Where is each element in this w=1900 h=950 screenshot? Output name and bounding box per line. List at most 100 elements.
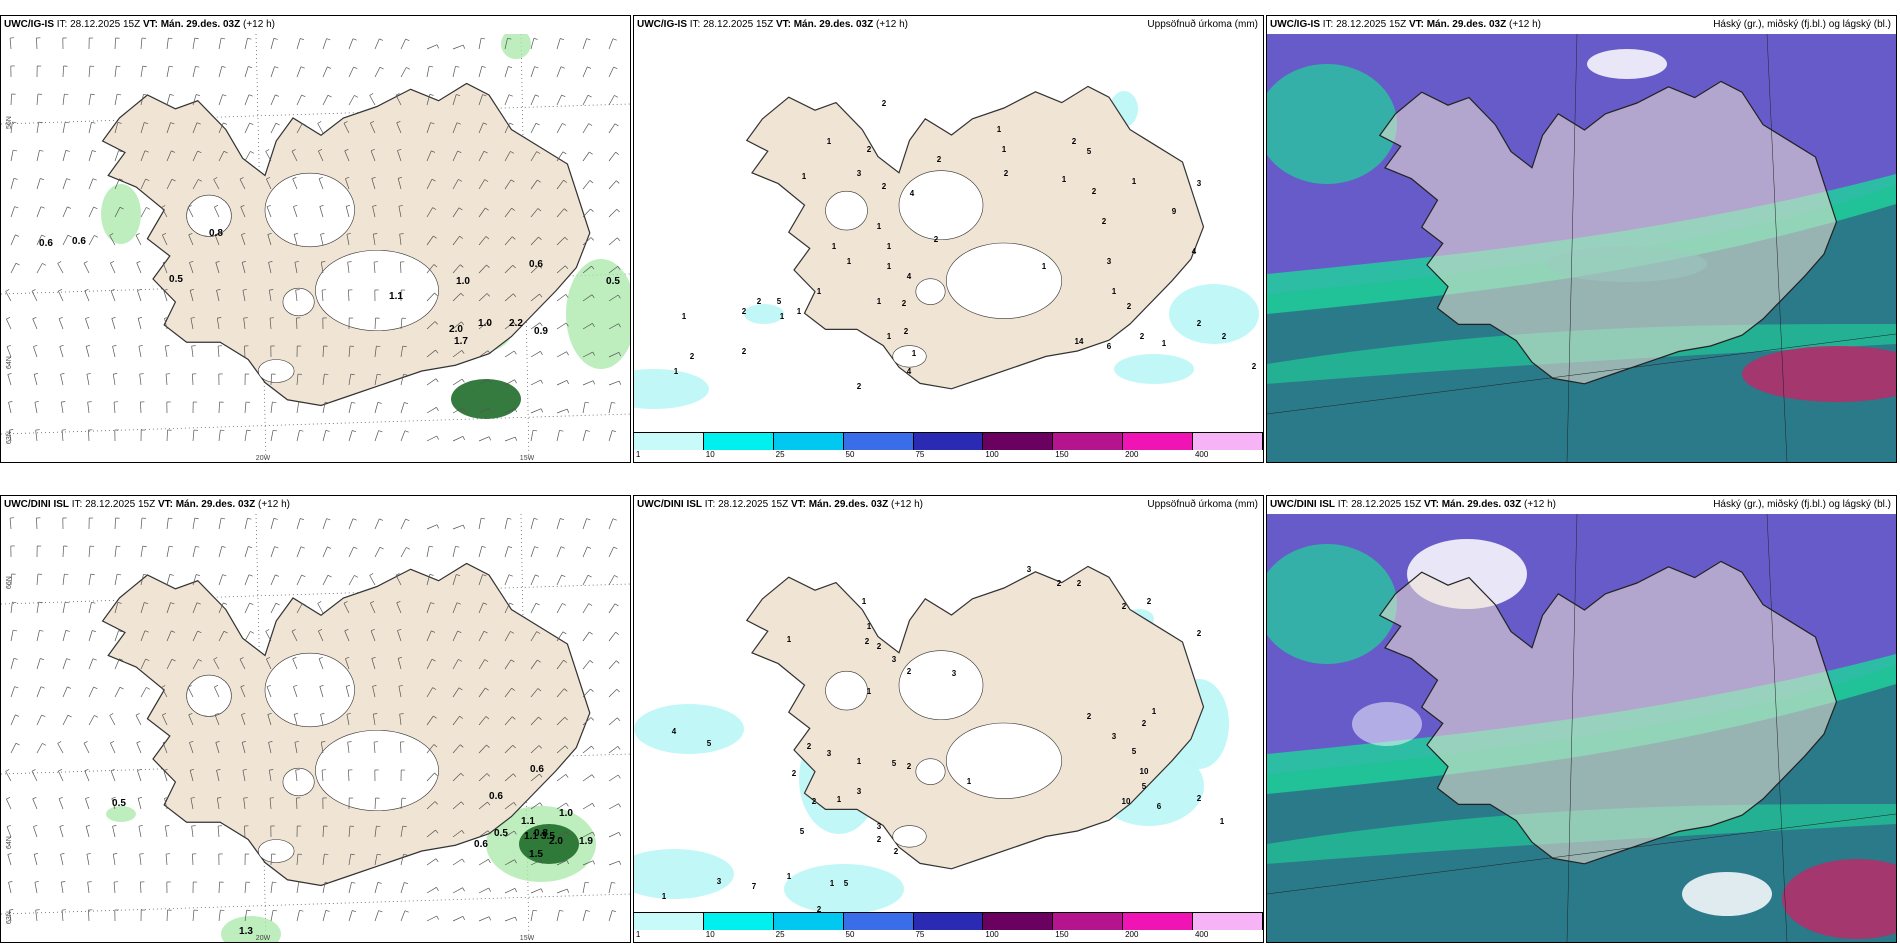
wind-barb [296, 854, 299, 866]
latitude-label: 63N [6, 911, 13, 924]
legend-label: 200 [1125, 930, 1139, 939]
wind-barb [31, 771, 38, 782]
precip-value-label: 4 [910, 189, 915, 198]
wind-barb [608, 294, 619, 302]
wind-barb [530, 123, 537, 134]
wind-barb-flag [351, 401, 356, 404]
cloud-map [1267, 34, 1896, 462]
wind-barb-flag [397, 628, 402, 631]
cloud-layers-title: Háský (gr.), miðský (fj.bl.) og lágský (… [1713, 499, 1891, 510]
wind-barb-flag [109, 233, 114, 236]
wind-barb [295, 770, 298, 782]
wind-barb-flag [94, 235, 99, 238]
wind-barb [530, 688, 539, 698]
wind-barb-flag [300, 546, 305, 549]
wind-barb-flag [461, 830, 465, 834]
wind-barb [530, 546, 535, 558]
wind-barb [84, 290, 90, 302]
precip-value-label: 1.1 [389, 291, 403, 302]
wind-barb [556, 631, 564, 642]
precip-value-label: 1 [877, 222, 882, 231]
wind-barb [374, 402, 379, 414]
wind-barb-flag [346, 713, 351, 715]
wind-barb-flag [534, 546, 539, 549]
wind-barb [426, 179, 433, 190]
wind-barb [530, 631, 537, 642]
wind-barb-flag [404, 910, 409, 913]
wind-barb-flag [352, 910, 357, 912]
precip-value-label: 1 [912, 349, 917, 358]
wind-barb-flag [617, 266, 621, 270]
wind-barb-flag [481, 546, 486, 548]
wind-barb [164, 346, 168, 358]
wind-barb [344, 630, 350, 642]
wind-barb [84, 770, 90, 782]
wind-barb [31, 291, 38, 302]
wind-barb-flag [7, 372, 12, 375]
wind-barb [556, 94, 562, 106]
legend-label: 400 [1194, 930, 1209, 939]
wind-barb [582, 294, 593, 302]
wind-barb-flag [273, 518, 278, 520]
glacier [264, 652, 355, 728]
wind-barb-flag [429, 94, 434, 96]
wind-barb-flag [327, 66, 332, 69]
wind-barb-flag [223, 630, 228, 634]
wind-barb [291, 631, 298, 642]
wind-barb [426, 829, 436, 838]
wind-barb [556, 294, 566, 302]
wind-barb-flag [462, 436, 465, 441]
wind-barb-flag [241, 712, 246, 715]
wind-barb [166, 630, 172, 642]
wind-barb-flag [135, 233, 140, 236]
wind-barb-flag [372, 685, 377, 687]
wind-barb [62, 235, 69, 246]
wind-barb-flag [406, 67, 411, 70]
wind-barb [192, 630, 198, 642]
wind-barb-flag [171, 178, 176, 182]
legend-label: 50 [845, 450, 855, 459]
latitude-label: 64N [6, 356, 13, 369]
issue-time: IT: 28.12.2025 15Z [69, 499, 158, 510]
wind-barb [114, 574, 118, 586]
wind-barb [87, 882, 90, 894]
wind-barb [400, 882, 405, 894]
lead-time: (+12 h) [240, 19, 275, 30]
precip-value-label: 2 [1147, 597, 1152, 606]
wind-barb-flag [66, 178, 71, 181]
wind-barb [400, 547, 407, 558]
wind-barb [58, 318, 64, 330]
wind-barb [400, 67, 407, 78]
wind-barb-flag [38, 601, 43, 604]
wind-barb-flag [161, 685, 166, 688]
wind-barb [244, 631, 251, 642]
precip-value-label: 0.6 [39, 238, 53, 249]
wind-barb [504, 602, 510, 614]
wind-barb-flag [511, 207, 516, 211]
wind-barb [396, 122, 402, 134]
precip-value-label: 0.6 [529, 259, 543, 270]
wind-barb-flag [275, 122, 280, 126]
wind-barb [187, 687, 194, 698]
wind-barb-flag [511, 716, 516, 720]
wind-barb [240, 206, 246, 218]
legend-swatch [703, 913, 774, 930]
wind-barb-flag [459, 264, 464, 268]
wind-barb-flag [61, 401, 66, 403]
wind-barb-flag [485, 687, 489, 691]
wind-barb-flag [614, 123, 619, 127]
wind-barb-flag [346, 205, 351, 207]
wind-barb [10, 206, 15, 218]
wind-barb-flag [298, 881, 303, 884]
wind-barb-flag [565, 802, 569, 807]
model-name: UWC/DINI ISL [1270, 499, 1335, 510]
wind-barb-flag [293, 684, 298, 687]
wind-barb-flag [301, 94, 306, 98]
wind-barb-flag [93, 686, 98, 690]
wind-barb [113, 882, 116, 894]
wind-barb [343, 603, 350, 614]
wind-barb [296, 882, 300, 894]
wind-barb-flag [350, 373, 355, 376]
wind-barb-flag [145, 658, 150, 662]
wind-barb-flag [221, 546, 226, 548]
